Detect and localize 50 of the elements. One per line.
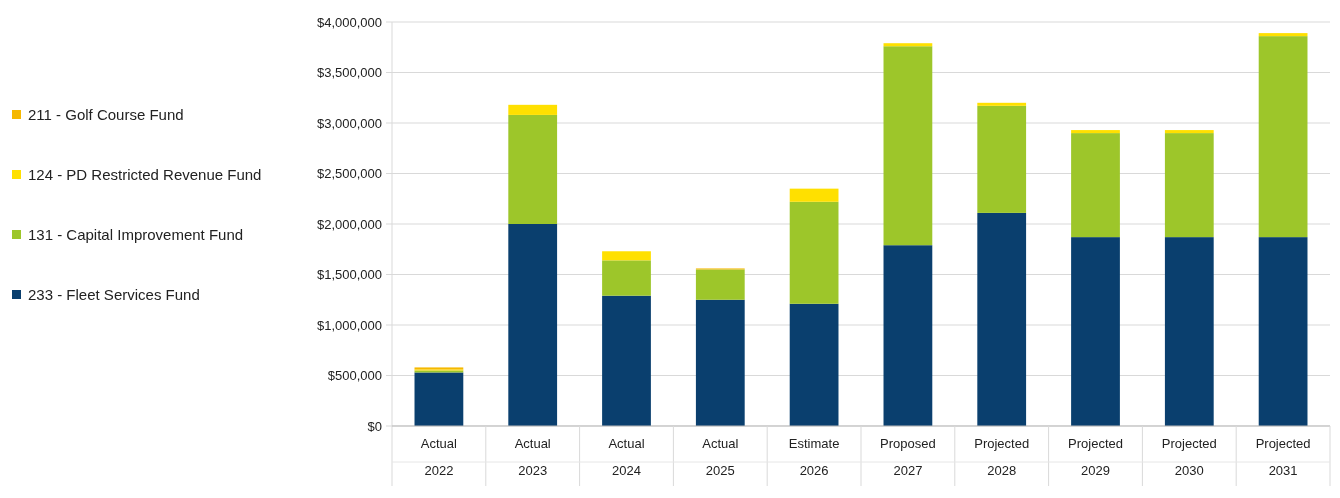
bar bbox=[883, 245, 933, 426]
y-tick-label: $4,000,000 bbox=[316, 14, 382, 30]
x-tick-label: Estimate 2026 bbox=[788, 436, 840, 478]
y-tick-label: $3,500,000 bbox=[316, 65, 382, 81]
bar bbox=[1164, 237, 1214, 426]
y-tick-label: $2,500,000 bbox=[316, 166, 382, 182]
y-tick-label: $500,000 bbox=[327, 368, 382, 384]
bar bbox=[1164, 133, 1214, 238]
bar bbox=[883, 43, 933, 47]
legend-label: 211 - Golf Course Fund bbox=[28, 106, 184, 124]
y-tick-label: $2,000,000 bbox=[316, 216, 382, 232]
bar bbox=[508, 114, 558, 224]
bar bbox=[977, 105, 1027, 213]
x-tick-label: Projected 2031 bbox=[1255, 436, 1311, 478]
bar bbox=[1071, 130, 1120, 134]
bar bbox=[414, 372, 464, 426]
x-tick-label: Actual 2022 bbox=[420, 436, 458, 478]
x-tick-label: Actual 2024 bbox=[608, 436, 645, 478]
x-tick-label: Actual 2025 bbox=[702, 436, 739, 478]
bar bbox=[789, 303, 839, 426]
y-tick-label: $1,000,000 bbox=[316, 317, 382, 333]
legend-label: 124 - PD Restricted Revenue Fund bbox=[28, 166, 262, 184]
bar bbox=[1258, 33, 1308, 37]
bar bbox=[602, 251, 651, 261]
bar bbox=[695, 269, 745, 300]
legend-label: 131 - Capital Improvement Fund bbox=[28, 226, 244, 244]
bar bbox=[1071, 237, 1120, 426]
bar bbox=[602, 260, 651, 296]
bar bbox=[977, 102, 1027, 106]
bar bbox=[1258, 36, 1308, 238]
x-tick-label: Actual 2023 bbox=[514, 436, 551, 478]
x-tick-label: Projected 2028 bbox=[974, 436, 1030, 478]
bar bbox=[883, 46, 933, 246]
bar bbox=[789, 201, 839, 304]
bar bbox=[508, 104, 558, 115]
x-tick-label: Projected 2029 bbox=[1068, 436, 1123, 478]
bar bbox=[977, 212, 1027, 426]
y-tick-label: $3,000,000 bbox=[316, 115, 382, 131]
bar bbox=[695, 299, 745, 426]
y-tick-label: $1,500,000 bbox=[316, 267, 382, 283]
x-tick-label: Projected 2030 bbox=[1161, 436, 1217, 478]
bar bbox=[602, 295, 651, 426]
bar bbox=[1164, 130, 1214, 134]
bar bbox=[1071, 133, 1120, 238]
legend-label: 233 - Fleet Services Fund bbox=[28, 286, 200, 304]
x-tick-label: Proposed 2027 bbox=[880, 436, 936, 478]
bar bbox=[508, 224, 558, 426]
bar bbox=[1258, 237, 1308, 426]
bar bbox=[789, 188, 839, 202]
y-tick-label: $0 bbox=[367, 418, 382, 434]
